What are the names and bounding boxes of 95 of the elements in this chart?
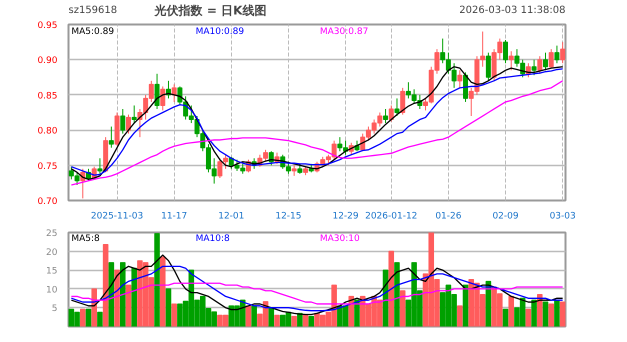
bar	[554, 300, 560, 326]
bar	[102, 244, 108, 326]
y-tick-label: 0.80	[37, 126, 58, 137]
y-tick-label: 15	[46, 266, 58, 277]
line-series	[70, 254, 564, 316]
candlestick	[508, 50, 514, 71]
bar	[171, 303, 177, 326]
candlestick	[457, 70, 462, 88]
bar	[268, 307, 274, 326]
bar	[86, 308, 92, 326]
bar	[394, 262, 400, 326]
candlestick	[486, 52, 491, 82]
bar	[502, 308, 508, 326]
x-tick-label: 2026-01-12	[365, 212, 418, 222]
candlestick	[394, 98, 400, 117]
candlestick	[223, 154, 228, 170]
text: MA5:0.89	[71, 27, 114, 38]
y-tick-label: 10	[46, 285, 58, 296]
bar	[560, 302, 566, 326]
x-tick-label: 11-17	[161, 212, 188, 222]
bar	[131, 268, 137, 326]
candlestick	[217, 158, 222, 178]
x-tick-label: 03-03	[550, 212, 576, 222]
line-series	[70, 282, 564, 305]
candlestick	[554, 45, 560, 64]
candlestick	[532, 59, 537, 76]
text: MA10:0.89	[196, 27, 244, 38]
bar	[537, 294, 543, 326]
candlestick	[132, 104, 137, 124]
x-tick-label: 02-09	[492, 212, 519, 222]
candlestick	[560, 42, 566, 64]
bar	[382, 270, 388, 326]
y-tick-label: 5	[52, 304, 58, 314]
candlestick	[108, 126, 114, 148]
candlestick	[160, 86, 166, 111]
bar	[457, 305, 463, 326]
candlestick	[292, 164, 297, 176]
text: MA10:8	[196, 234, 230, 244]
candlestick	[154, 73, 160, 110]
y-tick-label: 0.85	[37, 91, 58, 102]
bar	[388, 250, 394, 326]
candlestick	[537, 56, 542, 74]
bar	[486, 280, 492, 326]
bar	[302, 314, 308, 326]
bar	[97, 312, 103, 326]
x-tick-label: 12-15	[275, 212, 302, 222]
text: MA5:8	[71, 234, 100, 244]
bar	[462, 284, 468, 326]
x-tick-label: 2025-11-03	[90, 212, 144, 222]
candlestick	[503, 39, 508, 64]
candlestick	[543, 52, 548, 71]
bar	[114, 270, 120, 326]
bar	[400, 290, 406, 326]
candlestick	[383, 108, 388, 124]
bar	[542, 302, 548, 326]
candlestick	[388, 104, 394, 122]
bar	[274, 314, 280, 326]
bar	[126, 284, 132, 326]
candlestick	[548, 48, 554, 69]
bar	[120, 262, 126, 326]
bar	[526, 308, 532, 326]
text: MA30:10	[320, 234, 360, 244]
bar	[80, 308, 86, 326]
bar	[166, 288, 172, 326]
text: sz159618	[68, 5, 118, 16]
chart-title: 光伏指数 = 日K线图	[154, 4, 266, 18]
bar	[531, 300, 537, 326]
bar	[308, 316, 314, 326]
x-tick-label: 12-01	[218, 212, 244, 222]
bar	[160, 256, 166, 326]
y-tick-label: 0.70	[37, 197, 58, 207]
text: 2026-03-03 11:38:08	[459, 5, 566, 16]
bar	[291, 316, 297, 326]
bar	[251, 305, 257, 326]
y-tick-label: 0.95	[37, 21, 58, 31]
y-tick-label: 0.75	[37, 162, 58, 172]
text: MA30:0.87	[320, 27, 368, 38]
y-tick-label: 20	[46, 248, 58, 258]
bar	[508, 296, 514, 326]
y-tick-label: 25	[46, 229, 58, 239]
bar	[108, 262, 114, 326]
line-series	[70, 266, 564, 312]
y-tick-label: 0.90	[37, 56, 58, 66]
bar	[154, 233, 160, 326]
candlestick	[97, 158, 102, 174]
bar	[348, 296, 354, 326]
bar	[246, 305, 252, 326]
candlestick	[463, 72, 468, 102]
line-series	[70, 80, 564, 186]
candlestick	[120, 108, 126, 134]
candlestick	[126, 114, 131, 134]
x-tick-label: 12-29	[332, 212, 359, 222]
x-tick-label: 01-26	[435, 212, 462, 222]
bar	[548, 303, 554, 326]
candlestick	[400, 87, 406, 116]
